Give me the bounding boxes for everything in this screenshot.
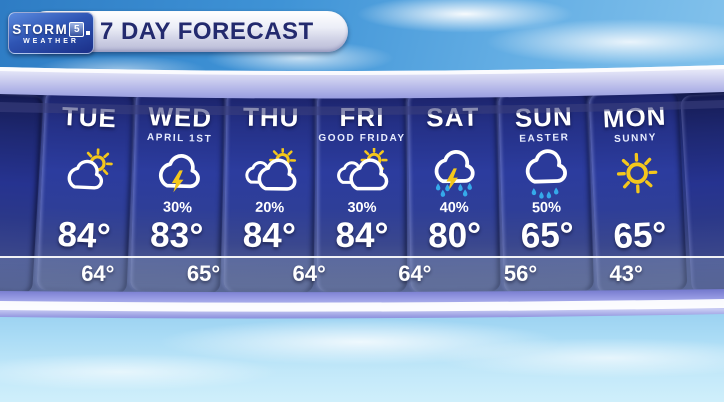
forecast-column: SAT 40% 80° <box>407 91 501 293</box>
logo-channel-number: 5 <box>69 21 85 37</box>
day-subtitle <box>226 132 316 147</box>
low-temp: 56° <box>503 261 538 286</box>
logo-top-row: STORM 5 <box>12 21 90 37</box>
precip-chance: 30% <box>347 200 377 216</box>
day-subtitle <box>408 132 498 147</box>
forecast-column: TUE 84° <box>36 90 136 294</box>
precip-chance: 40% <box>439 199 469 217</box>
forecast-columns: TUE 84° WED APRIL 1ST 30% 83° THU 20% 84… <box>36 90 688 294</box>
day-label: WED <box>147 101 213 133</box>
low-temp: 64° <box>398 261 432 286</box>
day-label: SAT <box>426 101 480 133</box>
logo-storm-text: STORM <box>12 21 69 37</box>
page-title: 7 DAY FORECAST <box>100 17 314 45</box>
rain-icon <box>500 147 592 202</box>
day-label: SUN <box>514 101 574 133</box>
day-label: TUE <box>61 100 118 134</box>
low-temp: 64° <box>292 261 326 286</box>
day-label: THU <box>242 101 300 133</box>
forecast-column: SUN EASTER 50% 65° <box>498 90 594 294</box>
thunderstorm-rain-icon <box>408 147 499 200</box>
low-temps-row: 64° 65° 64° 64° 56° 43° <box>45 261 679 287</box>
high-temp: 80° <box>427 215 482 256</box>
day-subtitle: EASTER <box>519 132 570 145</box>
high-temp: 65° <box>612 214 668 257</box>
day-subtitle: GOOD FRIDAY <box>318 133 406 144</box>
high-temp: 83° <box>149 215 204 256</box>
sky-background-lower <box>0 300 724 402</box>
low-temp: 43° <box>609 261 643 286</box>
thunderstorm-icon <box>133 147 225 202</box>
logo-weather-text: WEATHER <box>23 37 79 45</box>
forecast-column: THU 20% 84° <box>223 91 317 293</box>
low-temp: 64° <box>81 261 115 286</box>
high-temp: 84° <box>242 215 297 256</box>
high-temp: 65° <box>520 215 575 256</box>
forecast-column: MON SUNNY 65° <box>588 90 688 294</box>
forecast-column: WED APRIL 1ST 30% 83° <box>130 90 226 294</box>
storm5-weather-logo: STORM 5 WEATHER <box>8 12 94 54</box>
mostly-cloudy-sun-icon <box>225 146 316 200</box>
day-label: FRI <box>339 102 385 132</box>
mostly-cloudy-sun-icon <box>317 146 407 200</box>
low-temp: 65° <box>186 261 221 286</box>
logo-dot <box>86 31 90 35</box>
high-temp: 84° <box>335 216 389 255</box>
precip-chance: 20% <box>255 199 285 217</box>
forecast-column: FRI GOOD FRIDAY 30% 84° <box>317 92 407 292</box>
high-temp: 84° <box>56 214 112 257</box>
partly-cloudy-icon <box>41 146 133 202</box>
low-temps-strip: 64° 65° 64° 64° 56° 43° <box>0 256 724 294</box>
sunny-icon <box>591 146 683 202</box>
day-subtitle: APRIL 1ST <box>146 132 213 145</box>
day-label: MON <box>602 100 668 134</box>
